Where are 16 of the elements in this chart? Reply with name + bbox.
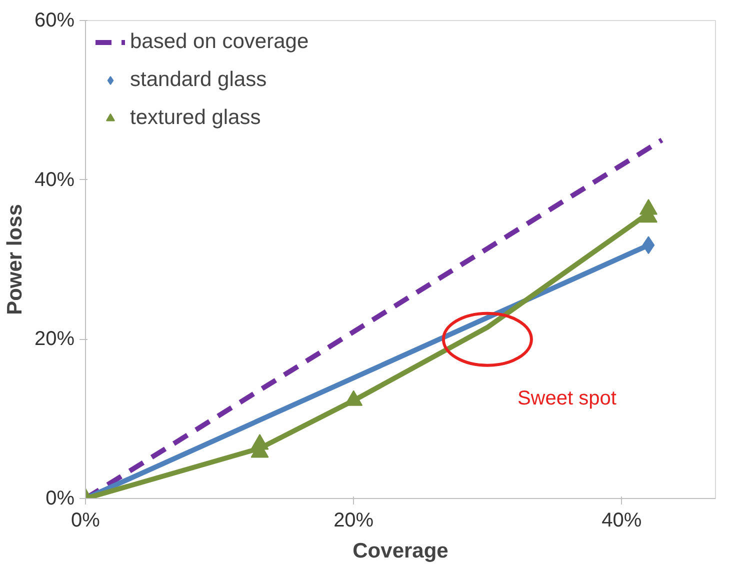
point [639,198,658,215]
y-tick-label: 0% [46,488,75,510]
legend-label: standard glass [130,68,267,92]
y-tick-label: 60% [34,10,75,32]
point [250,434,269,450]
legend-label: textured glass [130,106,261,130]
x-tick-label: 20% [334,510,374,532]
y-tick-label: 40% [34,168,75,191]
x-tick-label: 40% [602,510,642,532]
y-tick-label: 20% [34,328,75,350]
annotation: Sweet spot [517,387,617,410]
point [344,390,363,406]
x-axis-title: Coverage [352,540,448,562]
legend-label: based on coverage [130,30,309,54]
x-tick-label: 0% [71,510,100,532]
y-axis-title: Power loss [3,204,26,315]
